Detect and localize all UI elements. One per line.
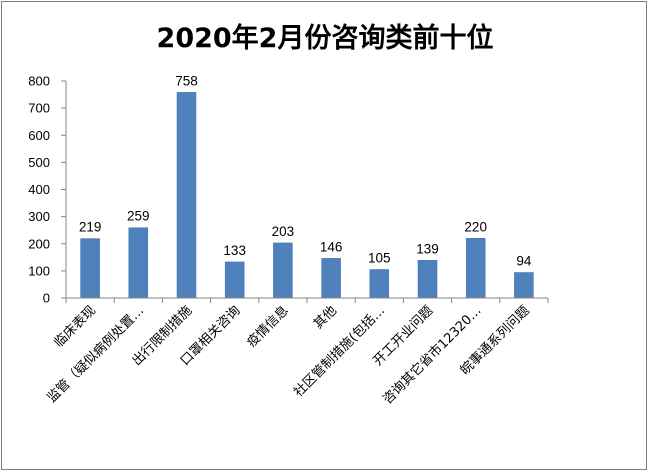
category-label: 临床表现 — [52, 303, 99, 350]
data-label: 220 — [464, 219, 487, 234]
category-label: 其他 — [311, 303, 340, 332]
data-labels: 219 259 758 133 203 146 105 139 220 94 — [79, 73, 532, 268]
y-tick-label: 0 — [43, 291, 50, 306]
y-tick-label: 700 — [28, 101, 50, 116]
bar — [128, 227, 149, 299]
data-label: 219 — [79, 220, 102, 235]
category-label: 咨询其它省市12320… — [380, 303, 485, 408]
bars — [80, 92, 534, 299]
bar — [176, 92, 197, 299]
bar — [514, 272, 534, 299]
data-label: 139 — [416, 241, 439, 256]
bar — [224, 261, 245, 299]
bar — [321, 258, 341, 299]
bar — [369, 269, 390, 299]
data-label: 259 — [127, 209, 150, 224]
bar — [273, 242, 293, 299]
chart-title: 2020年2月份咨询类前十位 — [156, 23, 494, 54]
y-tick-label: 100 — [28, 263, 50, 278]
y-tick-label: 800 — [28, 74, 50, 89]
y-axis: 0 100 200 300 400 500 600 700 800 — [28, 74, 67, 306]
category-label: 疫情信息 — [244, 303, 292, 351]
bar — [465, 238, 486, 299]
category-label: 社区管制措施(包括… — [290, 303, 388, 401]
data-label: 758 — [175, 73, 198, 88]
data-label: 105 — [368, 251, 391, 266]
category-label: 监管（疑似病例处置… — [44, 303, 147, 406]
y-tick-label: 400 — [28, 182, 50, 197]
data-label: 203 — [272, 224, 295, 239]
y-tick-label: 500 — [28, 155, 50, 170]
bar — [417, 260, 438, 299]
data-label: 94 — [516, 254, 532, 269]
y-tick-label: 200 — [28, 236, 50, 251]
bar — [80, 238, 100, 299]
y-tick-label: 300 — [28, 209, 50, 224]
data-label: 133 — [223, 243, 246, 258]
y-tick-label: 600 — [28, 128, 50, 143]
data-label: 146 — [320, 239, 343, 254]
